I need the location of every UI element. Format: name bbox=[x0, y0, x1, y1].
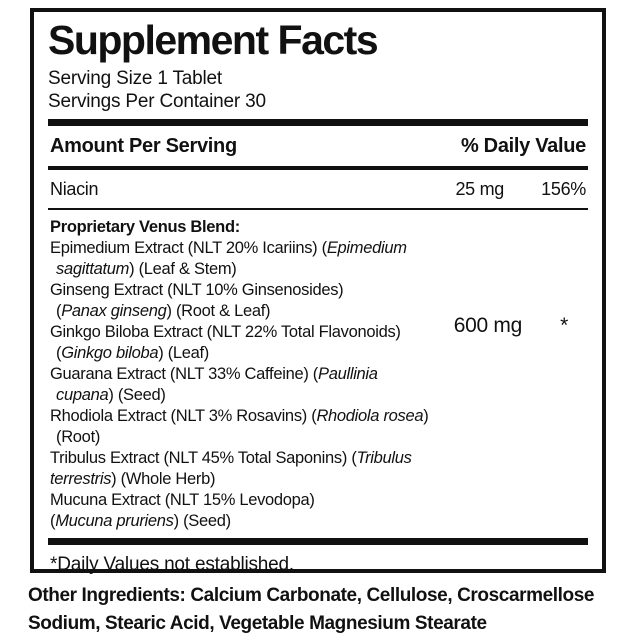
blend-ingredient-lines: Proprietary Venus Blend: Epimedium Extrac… bbox=[50, 217, 586, 532]
column-header-row: Amount Per Serving % Daily Value bbox=[48, 126, 588, 166]
divider-thick-top bbox=[48, 119, 588, 127]
proprietary-blend-section: Proprietary Venus Blend: Epimedium Extrac… bbox=[48, 210, 588, 532]
nutrient-amount: 25 mg bbox=[455, 179, 504, 200]
blend-line: (Mucuna pruriens) (Seed) bbox=[50, 512, 231, 531]
blend-line: Ginseng Extract (NLT 10% Ginsenosides) bbox=[50, 281, 344, 300]
blend-line: Ginkgo Biloba Extract (NLT 22% Total Fla… bbox=[50, 323, 401, 342]
blend-line: (Panax ginseng) (Root & Leaf) bbox=[56, 302, 271, 321]
divider-thin bbox=[48, 208, 588, 211]
other-ingredients-text: Other Ingredients: Calcium Carbonate, Ce… bbox=[28, 585, 595, 634]
daily-value-footnote: *Daily Values not established. bbox=[50, 554, 294, 576]
blend-line: Mucuna Extract (NLT 15% Levodopa) bbox=[50, 491, 315, 510]
blend-line: Guarana Extract (NLT 33% Caffeine) (Paul… bbox=[50, 365, 378, 384]
blend-line: sagittatum) (Leaf & Stem) bbox=[56, 260, 237, 279]
blend-line: cupana) (Seed) bbox=[56, 386, 166, 405]
blend-line: Tribulus Extract (NLT 45% Total Saponins… bbox=[50, 449, 412, 468]
nutrient-name: Niacin bbox=[50, 179, 99, 200]
blend-amount: 600 mg bbox=[453, 314, 523, 338]
serving-size-text: Serving Size 1 Tablet bbox=[48, 68, 222, 90]
panel-title: Supplement Facts bbox=[48, 17, 379, 63]
divider-medium bbox=[48, 166, 588, 171]
blend-line: Epimedium Extract (NLT 20% Icariins) (Ep… bbox=[50, 239, 407, 258]
blend-line: (Root) bbox=[56, 428, 101, 447]
blend-daily-value-asterisk: * bbox=[560, 314, 568, 338]
nutrient-daily-value: 156% bbox=[541, 179, 586, 200]
daily-value-header: % Daily Value bbox=[460, 135, 586, 158]
table-row-niacin: Niacin 25 mg 156% bbox=[48, 170, 588, 208]
blend-line: (Ginkgo biloba) (Leaf) bbox=[56, 344, 210, 363]
blend-line: Proprietary Venus Blend: bbox=[50, 218, 240, 237]
blend-line: Rhodiola Extract (NLT 3% Rosavins) (Rhod… bbox=[50, 407, 429, 426]
supplement-facts-panel: Supplement Facts Serving Size 1 Tablet S… bbox=[30, 8, 606, 576]
amount-per-serving-header: Amount Per Serving bbox=[50, 135, 237, 158]
blend-line: terrestris) (Whole Herb) bbox=[50, 470, 216, 489]
servings-per-container-text: Servings Per Container 30 bbox=[48, 91, 266, 113]
divider-thick-bottom bbox=[48, 538, 588, 546]
